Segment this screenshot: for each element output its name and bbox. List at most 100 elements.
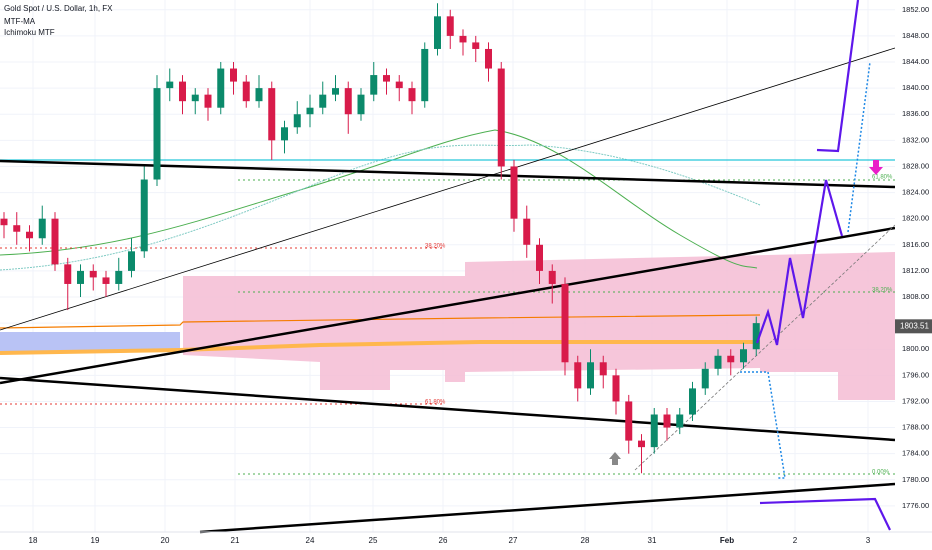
candle-body [421,48,429,102]
y-tick-label: 1848.00 [902,31,929,40]
candle-body [102,277,110,284]
fib-label: 61.80% [872,175,893,181]
price-axis [895,0,932,532]
y-tick-label: 1836.00 [902,109,929,118]
candle-body [383,75,390,82]
candle-body [752,323,760,350]
candle-body [395,81,403,89]
candle-body [179,81,186,102]
y-tick-label: 1812.00 [902,266,929,275]
last-price-label: 1803.51 [900,321,929,330]
y-tick-label: 1800.00 [902,344,929,353]
candle-body [446,16,454,36]
candle-body [140,179,148,252]
candle-body [408,88,416,102]
ma-lightblue [0,144,761,271]
y-tick-label: 1796.00 [902,370,929,379]
x-tick-label: 26 [439,536,448,545]
trend-line [0,159,896,189]
ma-orange [0,314,761,329]
y-tick-label: 1784.00 [902,449,929,458]
trend-line-dashed [634,224,896,471]
candle-body [548,270,556,284]
candle-body [599,362,607,376]
x-tick-label: 2 [793,536,798,545]
y-tick-label: 1808.00 [902,292,929,301]
candle-body [242,81,250,102]
fib-label: 38.20% [872,288,893,294]
candle-body [319,94,327,108]
candle-body [64,264,72,284]
candle-body [727,355,735,363]
fib-label: 38.20% [425,244,446,250]
last-price-box [895,319,932,334]
y-tick-label: 1840.00 [902,83,929,92]
arrow-up [609,452,621,465]
candle-body [663,414,671,428]
arrow-down [869,160,883,175]
y-tick-label: 1788.00 [902,423,929,432]
candle-body [191,94,199,102]
y-tick-label: 1780.00 [902,475,929,484]
candle-body [332,88,339,95]
candle-body [714,355,722,369]
x-tick-label: 24 [306,536,315,545]
candle-body [740,349,747,363]
indicator-label: Ichimoku MTF [4,28,55,37]
trend-line [199,482,896,534]
candle-body [701,368,709,389]
candle-body [536,244,543,271]
y-tick-label: 1820.00 [902,214,929,223]
trend-line [0,376,896,442]
x-tick-label: 31 [648,536,657,545]
candle-body [497,68,505,167]
y-tick-label: 1832.00 [902,135,929,144]
ichimoku-cloud-blue [0,332,180,352]
y-tick-label: 1852.00 [902,5,929,14]
ma-green [0,129,758,269]
candle-body [561,283,569,363]
candle-body [485,48,492,69]
candle-body [370,75,378,95]
candle-body [459,35,467,43]
indicator-label: MTF-MA [4,17,36,26]
candle-body [510,166,518,219]
fib-label: 61.80% [425,400,446,406]
x-tick-label: 18 [29,536,38,545]
candle-body [625,401,633,441]
x-tick-label: 28 [581,536,590,545]
candle-body [268,88,276,141]
candle-body [51,218,59,265]
candle-body [676,414,684,428]
candle-body [230,68,237,82]
y-tick-label: 1844.00 [902,57,929,66]
candle-body [128,251,135,271]
x-tick-label: 25 [369,536,378,545]
ma-gold [0,340,760,355]
candle-body [650,414,658,448]
projection-dotted [847,61,871,233]
candle-body [306,107,314,115]
y-tick-label: 1792.00 [902,396,929,405]
candle-body [357,94,365,115]
axis: 1776.00 1780.00 1784.00 1788.00 1792.00 1796.… [29,5,932,545]
candle-body [217,68,225,108]
candle-body [255,88,263,102]
candle-body [344,88,352,115]
y-tick-label: 1816.00 [902,240,929,249]
fib-label: 0.00% [872,470,890,476]
candle-body [523,218,531,245]
candle-body [77,270,84,284]
candle-body [204,94,212,108]
x-tick-label: 19 [91,536,100,545]
candle-body [166,81,174,89]
chart-title: Gold Spot / U.S. Dollar, 1h, FX [4,4,113,13]
candle-body [612,375,620,402]
candle-body [472,42,480,49]
projection [755,179,844,346]
x-tick-label: 20 [161,536,170,545]
x-tick-label: 21 [231,536,240,545]
x-tick-label: 3 [866,536,871,545]
